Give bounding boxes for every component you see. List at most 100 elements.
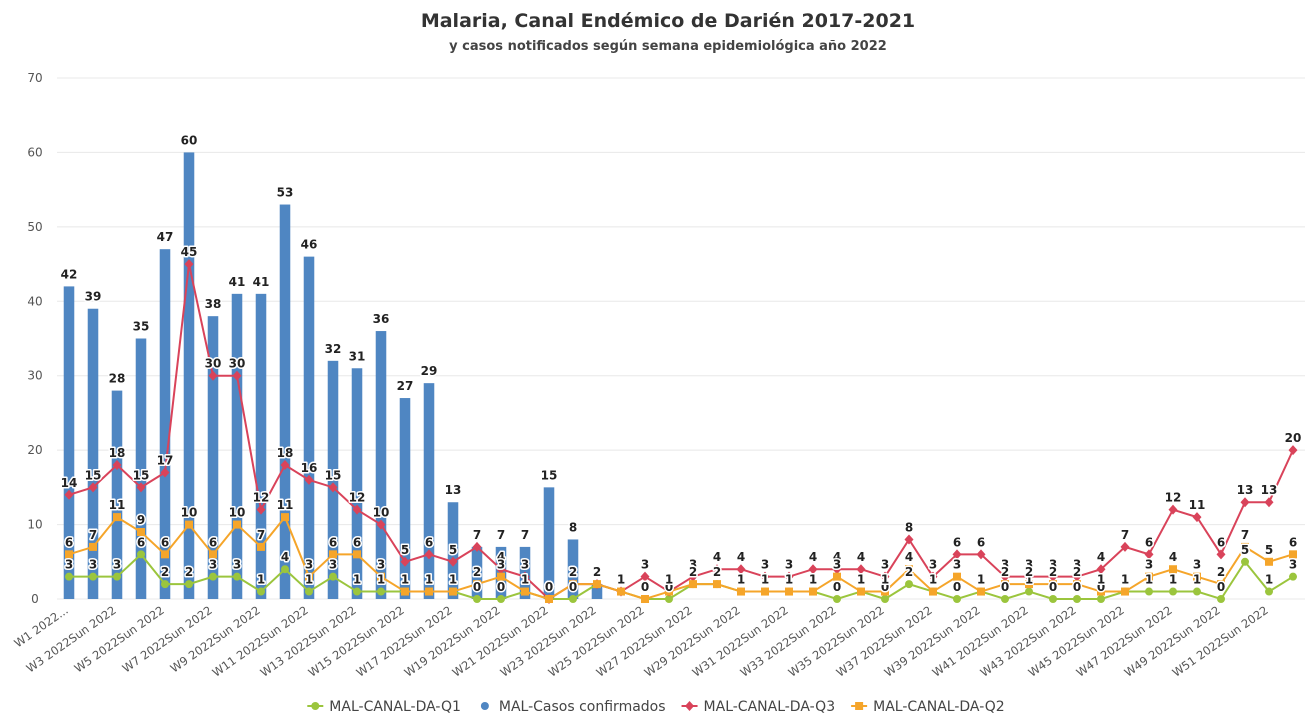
data-label: 5 xyxy=(401,543,409,557)
data-label: 6 xyxy=(353,535,361,549)
series-line xyxy=(69,552,1294,601)
data-label: 38 xyxy=(205,297,222,311)
data-label: 2 xyxy=(1217,565,1225,579)
bar xyxy=(375,331,387,599)
legend-item: MAL-CANAL-DA-Q3 xyxy=(681,699,835,715)
data-label: 3 xyxy=(1001,558,1009,572)
data-label: 0 xyxy=(545,580,553,594)
point xyxy=(1240,497,1250,508)
data-label: 1 xyxy=(785,573,793,587)
data-label: 4 xyxy=(1097,550,1105,564)
legend-marker xyxy=(855,702,864,710)
data-label: 10 xyxy=(373,506,390,520)
point xyxy=(929,587,937,596)
point xyxy=(953,572,961,581)
data-label: 3 xyxy=(65,558,73,572)
point xyxy=(1096,564,1106,575)
data-label: 3 xyxy=(1289,558,1297,572)
point xyxy=(88,482,98,493)
data-label: 1 xyxy=(857,573,865,587)
point xyxy=(425,587,433,596)
point xyxy=(329,550,337,559)
data-label: 1 xyxy=(1169,573,1177,587)
point xyxy=(1144,549,1154,560)
data-label: 13 xyxy=(445,483,462,497)
data-label: 2 xyxy=(1001,565,1009,579)
point xyxy=(881,595,889,603)
point xyxy=(89,572,97,581)
point xyxy=(832,564,842,575)
point xyxy=(209,550,217,559)
point xyxy=(976,549,986,560)
data-label: 3 xyxy=(1025,558,1033,572)
point xyxy=(496,564,506,575)
bar xyxy=(327,360,339,599)
data-label: 6 xyxy=(1289,535,1297,549)
point xyxy=(473,580,481,589)
data-label: 6 xyxy=(425,535,433,549)
point xyxy=(1097,587,1105,596)
data-label: 3 xyxy=(113,558,121,572)
point xyxy=(1192,512,1202,523)
point xyxy=(401,587,409,596)
data-label: 9 xyxy=(137,513,145,527)
data-label: 7 xyxy=(1121,528,1129,542)
data-label: 3 xyxy=(209,558,217,572)
data-label: 0 xyxy=(1217,580,1225,594)
data-label: 0 xyxy=(953,580,961,594)
data-label: 5 xyxy=(449,543,457,557)
data-label: 2 xyxy=(569,565,577,579)
chart-title: Malaria, Canal Endémico de Darién 2017-2… xyxy=(421,10,915,32)
data-label: 4 xyxy=(713,550,721,564)
point xyxy=(136,482,146,493)
point xyxy=(1241,542,1249,551)
data-label: 4 xyxy=(1169,550,1177,564)
point xyxy=(713,580,721,589)
point xyxy=(257,587,265,596)
point xyxy=(161,580,169,589)
point xyxy=(520,571,530,582)
data-label: 1 xyxy=(449,573,457,587)
data-label: 7 xyxy=(521,528,529,542)
point xyxy=(1048,571,1058,582)
point xyxy=(881,587,889,596)
point xyxy=(1217,595,1225,603)
data-label: 1 xyxy=(1121,573,1129,587)
data-label: 3 xyxy=(1145,558,1153,572)
data-label: 0 xyxy=(833,580,841,594)
y-tick-label: 70 xyxy=(27,71,42,85)
data-label: 45 xyxy=(181,245,198,259)
bar xyxy=(183,152,195,599)
data-label: 4 xyxy=(737,550,745,564)
point xyxy=(376,519,386,530)
bar xyxy=(423,383,435,599)
point xyxy=(1288,445,1298,456)
point xyxy=(1216,549,1226,560)
data-label: 6 xyxy=(209,535,217,549)
point xyxy=(184,259,194,270)
data-label: 46 xyxy=(301,238,318,252)
bar xyxy=(567,539,579,599)
data-label: 41 xyxy=(253,275,270,289)
legend-marker xyxy=(311,702,320,710)
point xyxy=(665,595,673,603)
bar xyxy=(447,502,459,599)
data-label: 30 xyxy=(229,357,246,371)
bar xyxy=(207,316,219,599)
y-tick-label: 40 xyxy=(27,294,42,308)
data-label: 0 xyxy=(1001,580,1009,594)
point xyxy=(808,564,818,575)
data-label: 2 xyxy=(593,565,601,579)
data-label: 15 xyxy=(133,468,150,482)
data-label: 2 xyxy=(593,565,601,579)
data-label: 29 xyxy=(421,364,438,378)
data-label: 3 xyxy=(233,558,241,572)
data-label: 4 xyxy=(281,550,289,564)
data-label: 47 xyxy=(157,230,174,244)
data-label: 0 xyxy=(545,580,553,594)
data-label: 1 xyxy=(665,573,673,587)
point xyxy=(953,595,961,603)
data-label: 0 xyxy=(1049,580,1057,594)
data-label: 4 xyxy=(857,550,865,564)
data-label: 1 xyxy=(737,573,745,587)
